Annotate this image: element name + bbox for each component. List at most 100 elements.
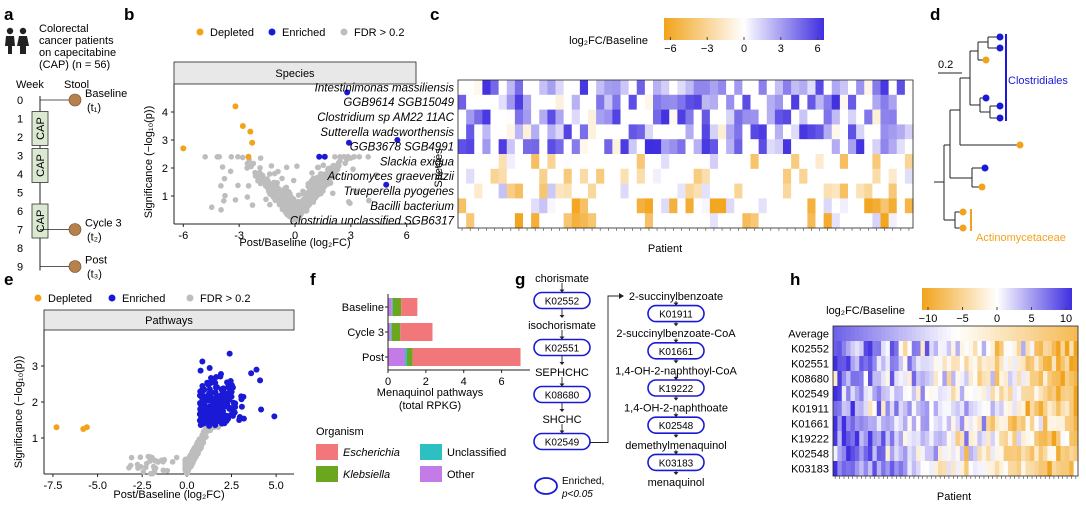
bar-segment xyxy=(400,323,433,341)
heatmap-c-cell xyxy=(490,80,499,96)
heatmap-h-cell xyxy=(1060,386,1066,402)
heatmap-h-cell xyxy=(846,461,851,477)
heatmap-h-cell xyxy=(990,386,996,402)
point-ns xyxy=(137,454,144,461)
heatmap-h-cell xyxy=(846,326,851,342)
heatmap-h-cell xyxy=(968,461,974,477)
point-enriched xyxy=(238,396,245,403)
heatmap-c-cell xyxy=(539,80,548,96)
heatmap-h-cell xyxy=(903,341,908,357)
heatmap-h-cell xyxy=(1069,386,1074,402)
heatmap-c-cell xyxy=(563,168,573,184)
heatmap-h-cell xyxy=(894,341,899,357)
heatmap-c-cell xyxy=(685,80,694,96)
heatmap-h-cell xyxy=(837,416,843,432)
heatmap-c-cell xyxy=(709,168,719,184)
heatmap-c-cell xyxy=(644,183,654,199)
heatmap-h-cell xyxy=(894,446,899,462)
heatmap-c-cell xyxy=(653,198,662,214)
heatmap-c-cell xyxy=(904,213,914,229)
heatmap-h-cell xyxy=(846,401,851,417)
sample-sub: (t₃) xyxy=(87,269,102,281)
point-ns xyxy=(294,163,300,169)
heatmap-h-cell xyxy=(872,401,878,417)
heatmap-h-cell xyxy=(924,446,930,462)
heatmap-h-cell xyxy=(916,326,921,342)
heatmap-c-cell xyxy=(571,94,581,110)
heatmap-h-cell xyxy=(841,341,847,357)
bar-segment xyxy=(391,323,401,341)
heatmap-c-cell xyxy=(677,213,686,229)
heatmap-c-cell xyxy=(807,124,816,140)
heatmap-h-cell xyxy=(876,401,882,417)
point-ns xyxy=(235,154,241,160)
heatmap-c-cell xyxy=(750,139,759,155)
heatmap-c-cell xyxy=(693,124,703,140)
heatmap-c-cell xyxy=(523,109,532,125)
heatmap-h-cell xyxy=(990,326,996,342)
heatmap-h-cell xyxy=(1012,431,1018,447)
heatmap-h-cell xyxy=(889,371,895,387)
heatmap-c-cell xyxy=(848,80,857,96)
heatmap-h-cell xyxy=(907,431,913,447)
point-ns xyxy=(313,179,319,185)
heatmap-c-cell xyxy=(823,109,833,125)
heatmap-h-cell xyxy=(1016,461,1022,477)
species-label: Trueperella pyogenes xyxy=(344,186,455,198)
heatmap-c-cell xyxy=(799,168,808,184)
heatmap-c-cell xyxy=(547,213,556,229)
heatmap-c-cell xyxy=(880,154,889,170)
heatmap-c-cell xyxy=(888,168,898,184)
heatmap-c-cell xyxy=(669,94,678,110)
heatmap-h-cell xyxy=(977,341,983,357)
point-ns xyxy=(245,183,252,189)
heatmap-h-cell xyxy=(898,341,904,357)
heatmap-h-cell xyxy=(973,446,978,462)
heatmap-h-cell xyxy=(1034,341,1039,357)
heatmap-c-cell xyxy=(872,183,881,199)
heatmap-h-cell xyxy=(881,341,886,357)
heatmap-c-cell xyxy=(701,139,711,155)
heatmap-c-cell xyxy=(571,80,581,96)
arrow-head xyxy=(559,315,565,318)
heatmap-h-cell xyxy=(1008,431,1013,447)
heatmap-h-cell xyxy=(1051,371,1057,387)
heatmap-h-cell xyxy=(951,461,956,477)
heatmap-h-cell xyxy=(885,356,891,372)
heatmap-h-cell xyxy=(1012,446,1018,462)
heatmap-h-cell xyxy=(933,431,939,447)
x-tick-label: 6 xyxy=(404,230,410,242)
point-enriched xyxy=(206,422,213,429)
heatmap-h-cell xyxy=(872,386,878,402)
heatmap-c-cell xyxy=(506,94,516,110)
point-ns xyxy=(275,168,281,175)
heatmap-h-cell xyxy=(924,326,930,342)
point-ns xyxy=(268,163,275,169)
heatmap-h-cell xyxy=(872,416,878,432)
heatmap-h-cell xyxy=(1021,341,1026,357)
heatmap-c-cell xyxy=(896,168,906,184)
heatmap-h-cell xyxy=(1073,386,1079,402)
heatmap-c-cell xyxy=(669,109,678,125)
heatmap-c-cell xyxy=(766,183,776,199)
point-enriched xyxy=(220,407,227,414)
heatmap-h-cell xyxy=(859,416,864,432)
heatmap-h-cell xyxy=(1051,431,1057,447)
heatmap-c-cell xyxy=(783,213,792,229)
heatmap-c-cell xyxy=(531,168,540,184)
point-depleted xyxy=(245,153,252,160)
heatmap-h-cell xyxy=(859,446,864,462)
heatmap-c-cell xyxy=(555,124,564,140)
heatmap-h-cell xyxy=(1008,326,1013,342)
point-ns xyxy=(332,154,338,160)
species-label: Slackia exigua xyxy=(380,156,454,168)
heatmap-c-cell xyxy=(514,213,524,229)
point-ns xyxy=(283,164,290,171)
heatmap-c-cell xyxy=(709,213,719,229)
heatmap-c-title: log₂FC/Baseline xyxy=(569,35,648,47)
heatmap-h-cell xyxy=(1056,356,1061,372)
point-enriched xyxy=(211,405,218,412)
heatmap-h-cell xyxy=(894,431,899,447)
heatmap-c-cell xyxy=(750,124,759,140)
x-tick-label: -3 xyxy=(234,230,244,242)
